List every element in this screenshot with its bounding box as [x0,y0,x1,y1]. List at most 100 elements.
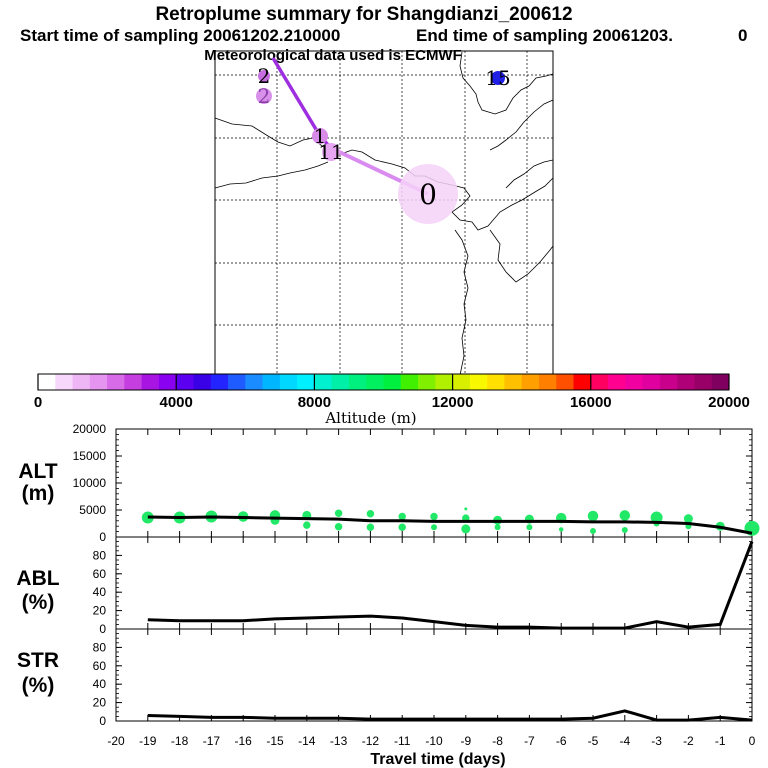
colorbar-swatch [297,374,315,390]
colorbar-swatch [659,374,678,390]
abl-line [147,541,754,630]
x-tick-label: -14 [298,734,316,748]
colorbar-swatch [38,374,56,390]
colorbar-swatch [573,374,592,390]
colorbar-swatch [262,374,281,390]
trajectory-marker [491,71,505,85]
altitude-colorbar: 0 4000 8000 12000 16000 20000 [34,373,750,411]
colorbar-swatch [400,374,419,390]
x-tick-label: -7 [524,734,535,748]
colorbar-swatch [331,374,350,390]
x-tick-label: -4 [619,734,630,748]
x-tick-label: -20 [107,734,125,748]
y-tick-label: 5000 [79,503,106,517]
colorbar-swatch [158,374,177,390]
colorbar-swatch [487,374,505,390]
y-tick-label: 20 [93,696,107,710]
y-tick-label: 40 [93,677,107,691]
trajectory-label: 2 [258,64,271,88]
altitude-point [464,507,468,511]
colorbar-swatch [228,374,246,390]
panel-abl: ABL(%) 0 20 40 60 80 [16,536,754,636]
x-tick-label: -3 [651,734,662,748]
panel-frame [115,536,753,630]
colorbar-swatch [279,374,298,390]
trajectory-label: 15 [485,66,510,90]
time-series-panels: ALT(m)05000100001500020000ABL(%)02040608… [16,422,760,748]
x-tick-label: -9 [460,734,471,748]
colorbar-tick-label: 12000 [432,394,474,411]
panel-unit: (%) [22,591,55,614]
colorbar-tick-label: 16000 [570,394,612,411]
altitude-point [334,509,343,517]
colorbar-swatch [590,374,609,390]
colorbar-swatch [72,374,91,390]
str-line [147,709,753,722]
colorbar-swatch [625,374,644,390]
colorbar-swatch [55,374,73,390]
trajectory-label: 1 [314,124,327,148]
altitude-point [621,526,628,533]
panel-label: ABL [16,567,59,590]
colorbar-swatch [435,374,453,390]
panel-frame [115,628,753,722]
altitude-mean-line [147,515,753,535]
colorbar-swatch [694,374,713,390]
end-time-suffix: 0 [738,26,747,45]
trajectory-label: 2 [258,84,271,108]
trajectory-label: 11 [318,140,343,164]
y-tick-label: 10000 [73,476,107,490]
colorbar-swatch [210,374,229,390]
trajectory-path: 0 111 22 15 [256,57,511,224]
x-tick-label: -17 [203,734,221,748]
x-tick-label: -5 [588,734,599,748]
x-tick-label: -10 [425,734,443,748]
trajectory-marker [398,164,458,224]
panel-unit: (%) [22,674,55,697]
figure-title: Retroplume summary for Shangdianzi_20061… [155,4,572,25]
altitude-point [366,510,375,518]
altitude-point [526,524,533,531]
altitude-point [461,524,471,534]
x-tick-label: -11 [394,734,411,748]
x-tick-label: -8 [492,734,503,748]
x-tick-label: -6 [556,734,567,748]
colorbar-swatch [677,374,695,390]
colorbar-swatch [314,374,333,390]
altitude-point [431,524,437,531]
colorbar-tick-label: 8000 [298,394,331,411]
y-tick-label: 80 [93,640,107,654]
colorbar-swatch [608,374,626,390]
colorbar-swatch [418,374,436,390]
trajectory-map: 0 111 22 15 [214,50,554,376]
colorbar-swatch [521,374,540,390]
altitude-point [650,511,663,524]
y-tick-label: 40 [93,585,107,599]
x-tick-label: -16 [235,734,253,748]
colorbar-swatch [193,374,212,390]
met-data-note: Meteorological data used is ECMWF [204,47,462,64]
altitude-point [619,510,631,521]
altitude-point [303,521,311,529]
y-tick-label: 20 [93,604,107,618]
y-tick-label: 15000 [73,449,107,463]
panel-str: STR(%) 0 20 40 60 80 [17,628,753,728]
x-tick-label: 0 [749,734,756,748]
colorbar-swatch [141,374,160,390]
panel-unit: (m) [22,482,55,505]
colorbar-swatch [504,374,523,390]
colorbar-swatch [366,374,384,390]
panel-alt: ALT(m) 0 5000 10000 15000 20000 [18,422,760,544]
altitude-point [683,514,693,524]
colorbar-tick-label: 20000 [708,394,750,411]
altitude-point [366,523,375,532]
colorbar-swatch [176,374,194,390]
panel-label: STR [17,649,59,672]
start-time: Start time of sampling 20061202.210000 [20,26,340,45]
end-time: End time of sampling 20061203. [416,26,673,45]
colorbar-swatch [452,374,471,390]
colorbar-swatch [107,374,125,390]
colorbar-swatch [89,374,108,390]
trajectory-marker [256,88,272,104]
